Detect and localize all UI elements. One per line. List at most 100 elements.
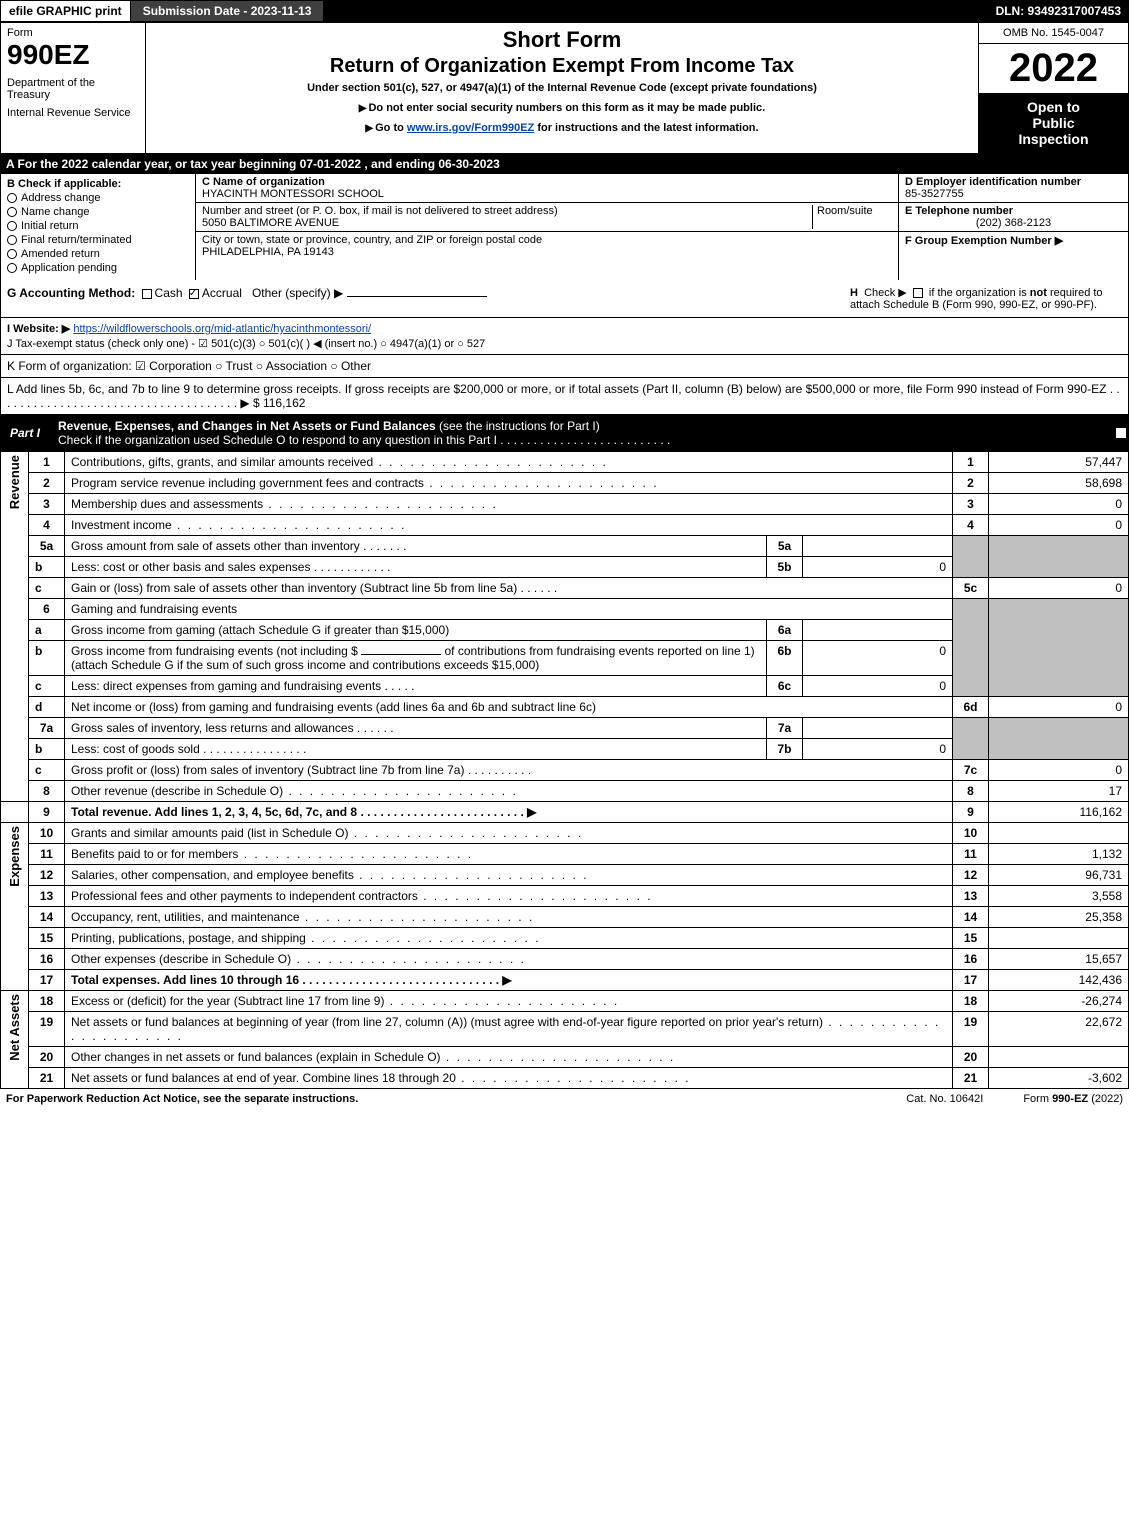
footer-cat: Cat. No. 10642I (906, 1093, 983, 1105)
part-1-title-text: Revenue, Expenses, and Changes in Net As… (58, 419, 436, 433)
c-label: C Name of organization (202, 176, 892, 188)
open-line-1: Open to (983, 99, 1124, 115)
line-17: 17 Total expenses. Add lines 10 through … (1, 970, 1129, 991)
line-18: Net Assets 18 Excess or (deficit) for th… (1, 991, 1129, 1012)
line-1: Revenue 1 Contributions, gifts, grants, … (1, 452, 1129, 473)
accounting-method-row: G Accounting Method: Cash Accrual Other … (0, 280, 1129, 318)
line-21: 21 Net assets or fund balances at end of… (1, 1068, 1129, 1089)
h-check: H Check ▶ if the organization is not req… (842, 286, 1122, 311)
line-20: 20 Other changes in net assets or fund b… (1, 1047, 1129, 1068)
form-label: Form (7, 27, 139, 39)
chk-amended-return[interactable]: Amended return (7, 248, 189, 260)
tel-value: (202) 368-2123 (905, 217, 1122, 229)
line-3: 3 Membership dues and assessments 3 0 (1, 494, 1129, 515)
header-left: Form 990EZ Department of the Treasury In… (1, 23, 146, 153)
ssn-warning-text: Do not enter social security numbers on … (368, 102, 765, 114)
part-1-title: Revenue, Expenses, and Changes in Net As… (50, 415, 1113, 451)
dept-treasury: Department of the Treasury (7, 77, 139, 101)
open-to-public: Open to Public Inspection (979, 93, 1128, 153)
submission-date: Submission Date - 2023-11-13 (131, 1, 324, 21)
org-city-row: City or town, state or province, country… (196, 232, 898, 260)
line-19: 19 Net assets or fund balances at beginn… (1, 1012, 1129, 1047)
net-assets-label: Net Assets (7, 994, 22, 1061)
chk-initial-return[interactable]: Initial return (7, 220, 189, 232)
line-12: 12 Salaries, other compensation, and emp… (1, 865, 1129, 886)
chk-schedule-b[interactable] (913, 288, 923, 298)
footer-left: For Paperwork Reduction Act Notice, see … (6, 1093, 358, 1105)
part-1-label: Part I (0, 422, 50, 444)
efile-label: efile GRAPHIC print (0, 0, 131, 22)
revenue-label: Revenue (7, 455, 22, 509)
line-10: Expenses 10 Grants and similar amounts p… (1, 823, 1129, 844)
line-4: 4 Investment income 4 0 (1, 515, 1129, 536)
section-a: A For the 2022 calendar year, or tax yea… (0, 154, 1129, 174)
line-6d: d Net income or (loss) from gaming and f… (1, 697, 1129, 718)
ein-label: D Employer identification number (905, 176, 1122, 188)
chk-address-change[interactable]: Address change (7, 192, 189, 204)
part-1-header: Part I Revenue, Expenses, and Changes in… (0, 415, 1129, 451)
form-header: Form 990EZ Department of the Treasury In… (0, 22, 1129, 154)
line-8: 8 Other revenue (describe in Schedule O)… (1, 781, 1129, 802)
street-label: Number and street (or P. O. box, if mail… (202, 205, 812, 217)
tel-label: E Telephone number (905, 205, 1122, 217)
line-7a: 7a Gross sales of inventory, less return… (1, 718, 1129, 739)
line-7c: c Gross profit or (loss) from sales of i… (1, 760, 1129, 781)
line-9: 9 Total revenue. Add lines 1, 2, 3, 4, 5… (1, 802, 1129, 823)
line-16: 16 Other expenses (describe in Schedule … (1, 949, 1129, 970)
l-text: L Add lines 5b, 6c, and 7b to line 9 to … (7, 382, 1120, 410)
chk-cash[interactable] (142, 289, 152, 299)
header-center: Short Form Return of Organization Exempt… (146, 23, 978, 153)
org-street: 5050 BALTIMORE AVENUE (202, 217, 812, 229)
tel-row: E Telephone number (202) 368-2123 (899, 203, 1128, 232)
line-15: 15 Printing, publications, postage, and … (1, 928, 1129, 949)
line-11: 11 Benefits paid to or for members 11 1,… (1, 844, 1129, 865)
goto-post: for instructions and the latest informat… (534, 122, 758, 134)
part-1-sub: (see the instructions for Part I) (436, 419, 600, 433)
org-name-row: C Name of organization HYACINTH MONTESSO… (196, 174, 898, 203)
page-footer: For Paperwork Reduction Act Notice, see … (0, 1089, 1129, 1109)
dept-irs: Internal Revenue Service (7, 107, 139, 119)
part-1-table: Revenue 1 Contributions, gifts, grants, … (0, 451, 1129, 1089)
org-street-row: Number and street (or P. O. box, if mail… (196, 203, 898, 232)
check-b-title: B Check if applicable: (7, 178, 189, 190)
chk-final-return[interactable]: Final return/terminated (7, 234, 189, 246)
line-5a: 5a Gross amount from sale of assets othe… (1, 536, 1129, 557)
line-14: 14 Occupancy, rent, utilities, and maint… (1, 907, 1129, 928)
line-2: 2 Program service revenue including gove… (1, 473, 1129, 494)
open-line-2: Public (983, 115, 1124, 131)
chk-application-pending[interactable]: Application pending (7, 262, 189, 274)
chk-accrual[interactable] (189, 289, 199, 299)
check-if-applicable: B Check if applicable: Address change Na… (1, 174, 196, 280)
ssn-warning: Do not enter social security numbers on … (154, 102, 970, 114)
chk-name-change[interactable]: Name change (7, 206, 189, 218)
omb-number: OMB No. 1545-0047 (979, 23, 1128, 44)
form-of-org: K Form of organization: ☑ Corporation ○ … (0, 355, 1129, 378)
ein-row: D Employer identification number 85-3527… (899, 174, 1128, 203)
website-link[interactable]: https://wildflowerschools.org/mid-atlant… (73, 323, 371, 335)
other-specify-line[interactable] (347, 296, 487, 297)
city-label: City or town, state or province, country… (202, 234, 892, 246)
line-6: 6 Gaming and fundraising events (1, 599, 1129, 620)
open-line-3: Inspection (983, 131, 1124, 147)
grp-label: F Group Exemption Number ▶ (905, 234, 1122, 247)
return-title: Return of Organization Exempt From Incom… (154, 55, 970, 78)
goto-line: Go to www.irs.gov/Form990EZ for instruct… (154, 122, 970, 134)
line-13: 13 Professional fees and other payments … (1, 886, 1129, 907)
goto-pre: Go to (375, 122, 407, 134)
form-number: 990EZ (7, 39, 139, 71)
org-city: PHILADELPHIA, PA 19143 (202, 246, 892, 258)
expenses-label: Expenses (7, 826, 22, 887)
org-info: C Name of organization HYACINTH MONTESSO… (196, 174, 898, 280)
other-specify: Other (specify) ▶ (252, 286, 343, 300)
irs-link[interactable]: www.irs.gov/Form990EZ (407, 122, 534, 134)
info-grid: B Check if applicable: Address change Na… (0, 174, 1129, 280)
col-d: D Employer identification number 85-3527… (898, 174, 1128, 280)
website-row: I Website: ▶ https://wildflowerschools.o… (0, 318, 1129, 355)
chk-schedule-o[interactable] (1116, 428, 1126, 438)
ein-value: 85-3527755 (905, 188, 1122, 200)
tax-year: 2022 (979, 44, 1128, 93)
l-amount: 116,162 (260, 396, 306, 410)
group-exemption-row: F Group Exemption Number ▶ (899, 232, 1128, 280)
under-section: Under section 501(c), 527, or 4947(a)(1)… (154, 82, 970, 94)
dln-label: DLN: 93492317007453 (988, 1, 1129, 21)
